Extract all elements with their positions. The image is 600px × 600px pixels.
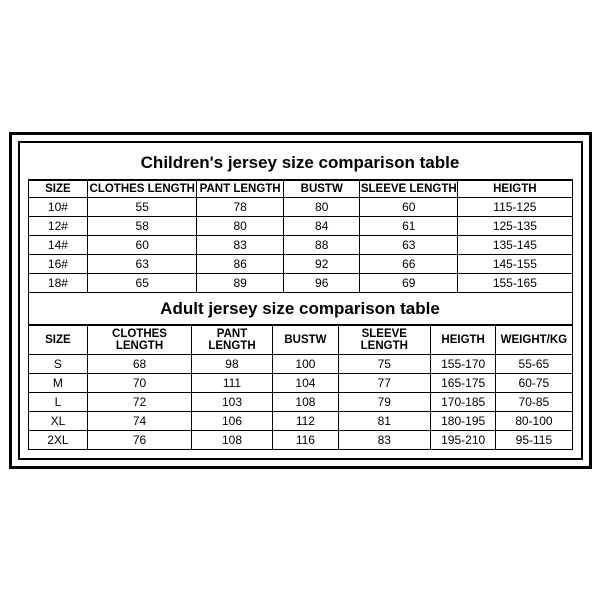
table-cell: 84 <box>284 216 360 235</box>
table-cell: 14# <box>28 235 88 254</box>
table-cell: 165-175 <box>431 373 496 392</box>
table-cell: 78 <box>197 197 284 216</box>
table-cell: 96 <box>284 273 360 292</box>
table-cell: 170-185 <box>431 392 496 411</box>
table-cell: 81 <box>338 411 430 430</box>
table-cell: XL <box>28 411 88 430</box>
table-cell: 155-170 <box>431 354 496 373</box>
table-cell: 103 <box>191 392 273 411</box>
table-cell: 61 <box>360 216 458 235</box>
table-cell: 88 <box>284 235 360 254</box>
table-cell: 70 <box>88 373 191 392</box>
table-cell: 112 <box>273 411 338 430</box>
table-cell: 18# <box>28 273 88 292</box>
table-cell: 10# <box>28 197 88 216</box>
table-row: 18#65899669155-165 <box>28 273 572 292</box>
table-cell: 89 <box>197 273 284 292</box>
table-cell: 115-125 <box>458 197 572 216</box>
col-header: SLEEVE LENGTH <box>338 325 430 354</box>
adult-header-row: SIZE CLOTHES LENGTH PANT LENGTH BUSTW SL… <box>28 325 572 354</box>
table-cell: 104 <box>273 373 338 392</box>
children-tbody: 10#55788060115-12512#58808461125-13514#6… <box>28 197 572 292</box>
col-header: SIZE <box>28 325 88 354</box>
table-cell: 77 <box>338 373 430 392</box>
adult-table: SIZE CLOTHES LENGTH PANT LENGTH BUSTW SL… <box>28 325 573 450</box>
table-cell: 74 <box>88 411 191 430</box>
table-cell: 83 <box>338 430 430 449</box>
table-cell: 12# <box>28 216 88 235</box>
table-cell: 195-210 <box>431 430 496 449</box>
table-cell: 108 <box>273 392 338 411</box>
table-row: 12#58808461125-135 <box>28 216 572 235</box>
table-row: XL7410611281180-19580-100 <box>28 411 572 430</box>
table-row: L7210310879170-18570-85 <box>28 392 572 411</box>
table-cell: 106 <box>191 411 273 430</box>
table-cell: 145-155 <box>458 254 572 273</box>
table-row: 14#60838863135-145 <box>28 235 572 254</box>
table-cell: 80 <box>284 197 360 216</box>
table-cell: 72 <box>88 392 191 411</box>
children-title: Children's jersey size comparison table <box>28 145 573 180</box>
col-header: BUSTW <box>273 325 338 354</box>
outer-frame: Children's jersey size comparison table … <box>9 132 592 469</box>
table-cell: 86 <box>197 254 284 273</box>
col-header: BUSTW <box>284 180 360 197</box>
table-row: 10#55788060115-125 <box>28 197 572 216</box>
children-header-row: SIZE CLOTHES LENGTH PANT LENGTH BUSTW SL… <box>28 180 572 197</box>
col-header: CLOTHES LENGTH <box>88 325 191 354</box>
table-cell: 75 <box>338 354 430 373</box>
table-cell: 60 <box>360 197 458 216</box>
table-cell: 80 <box>197 216 284 235</box>
table-row: 2XL7610811683195-21095-115 <box>28 430 572 449</box>
table-cell: 16# <box>28 254 88 273</box>
table-cell: 92 <box>284 254 360 273</box>
table-cell: 55 <box>88 197 197 216</box>
table-cell: 79 <box>338 392 430 411</box>
table-cell: 116 <box>273 430 338 449</box>
table-cell: 65 <box>88 273 197 292</box>
col-header: HEIGTH <box>458 180 572 197</box>
children-table: SIZE CLOTHES LENGTH PANT LENGTH BUSTW SL… <box>28 180 573 293</box>
col-header: CLOTHES LENGTH <box>88 180 197 197</box>
table-cell: 100 <box>273 354 338 373</box>
table-cell: 69 <box>360 273 458 292</box>
table-cell: 63 <box>88 254 197 273</box>
table-cell: 68 <box>88 354 191 373</box>
table-cell: 2XL <box>28 430 88 449</box>
table-cell: 111 <box>191 373 273 392</box>
adult-title: Adult jersey size comparison table <box>28 293 573 325</box>
table-cell: 70-85 <box>496 392 572 411</box>
table-cell: 180-195 <box>431 411 496 430</box>
col-header: PANT LENGTH <box>191 325 273 354</box>
table-cell: 76 <box>88 430 191 449</box>
table-cell: 155-165 <box>458 273 572 292</box>
table-cell: 60 <box>88 235 197 254</box>
col-header: PANT LENGTH <box>197 180 284 197</box>
table-row: M7011110477165-17560-75 <box>28 373 572 392</box>
table-cell: 63 <box>360 235 458 254</box>
table-cell: M <box>28 373 88 392</box>
table-cell: 125-135 <box>458 216 572 235</box>
col-header: SLEEVE LENGTH <box>360 180 458 197</box>
col-header: HEIGTH <box>431 325 496 354</box>
table-cell: 80-100 <box>496 411 572 430</box>
table-cell: L <box>28 392 88 411</box>
table-cell: 83 <box>197 235 284 254</box>
col-header: SIZE <box>28 180 88 197</box>
table-cell: 60-75 <box>496 373 572 392</box>
table-cell: 55-65 <box>496 354 572 373</box>
table-cell: 135-145 <box>458 235 572 254</box>
table-cell: 108 <box>191 430 273 449</box>
table-cell: 95-115 <box>496 430 572 449</box>
table-cell: 66 <box>360 254 458 273</box>
adult-tbody: S689810075155-17055-65M7011110477165-175… <box>28 354 572 449</box>
table-cell: 58 <box>88 216 197 235</box>
inner-frame: Children's jersey size comparison table … <box>18 141 583 460</box>
table-cell: 98 <box>191 354 273 373</box>
table-row: S689810075155-17055-65 <box>28 354 572 373</box>
col-header: WEIGHT/KG <box>496 325 572 354</box>
table-row: 16#63869266145-155 <box>28 254 572 273</box>
table-cell: S <box>28 354 88 373</box>
